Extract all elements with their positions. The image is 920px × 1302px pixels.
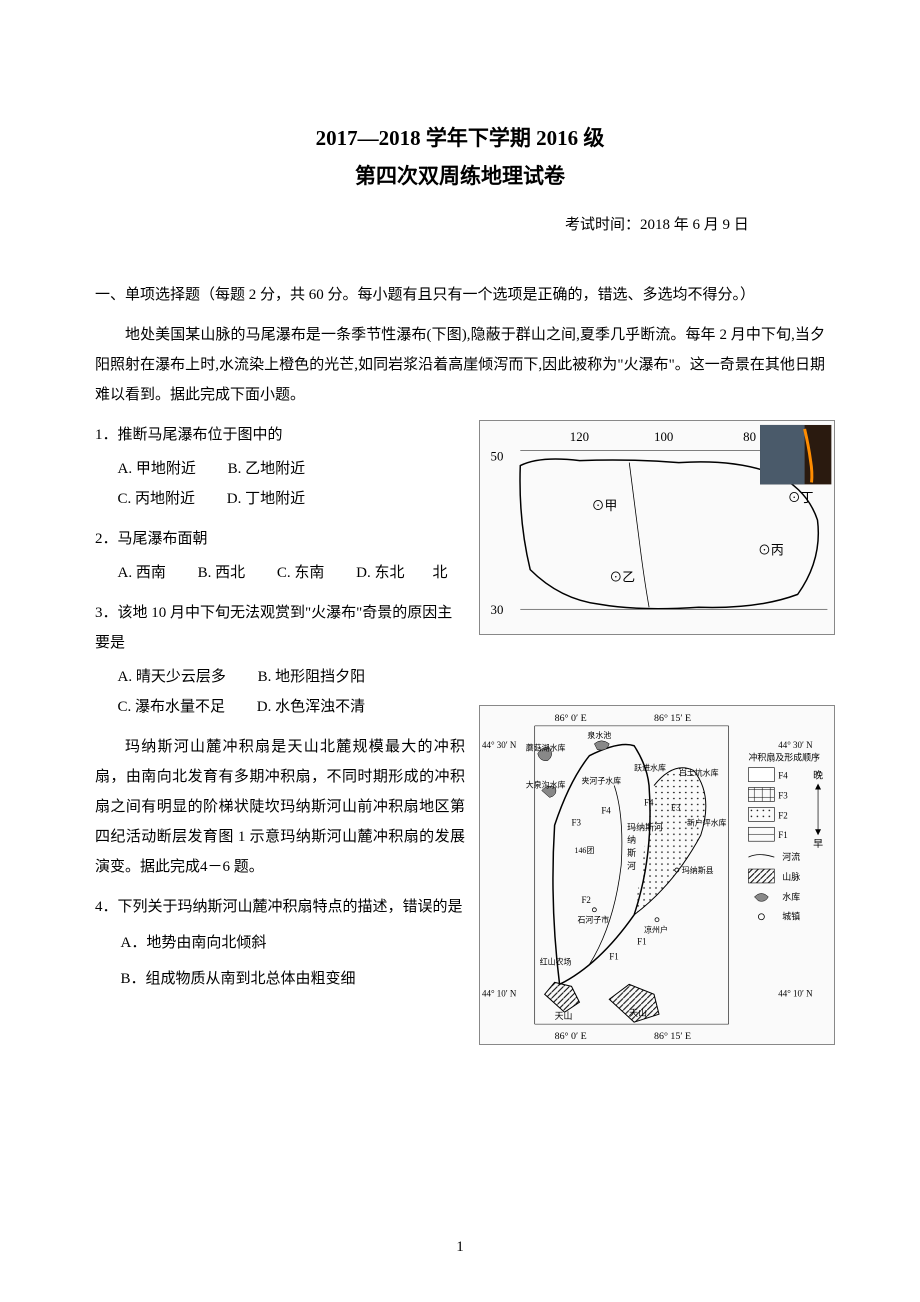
svg-text:跃进水库: 跃进水库 xyxy=(634,762,666,772)
svg-text:蘑菇湖水库: 蘑菇湖水库 xyxy=(526,742,566,752)
svg-text:白土坑水库: 白土坑水库 xyxy=(679,767,719,777)
svg-text:大泉沟水库: 大泉沟水库 xyxy=(526,779,566,789)
svg-text:F3: F3 xyxy=(671,802,681,812)
svg-text:天山: 天山 xyxy=(555,1011,573,1021)
question-3: 3．该地 10 月中下旬无法观赏到"火瀑布"奇景的原因主要是 xyxy=(95,598,465,658)
question-4: 4．下列关于玛纳斯河山麓冲积扇特点的描述，错误的是 xyxy=(95,892,465,922)
svg-text:石河子市: 石河子市 xyxy=(577,914,609,924)
svg-text:F3: F3 xyxy=(572,817,582,827)
svg-text:44° 10′ N: 44° 10′ N xyxy=(778,988,813,998)
q3-option-d: D. 水色浑浊不清 xyxy=(257,692,365,722)
q2-option-b: B. 西北 xyxy=(198,558,246,588)
svg-text:玛纳斯河: 玛纳斯河 xyxy=(627,821,663,832)
passage-2: 玛纳斯河山麓冲积扇是天山北麓规模最大的冲积扇，由南向北发育有多期冲积扇，不同时期… xyxy=(95,732,465,882)
q4-option-b: B．组成物质从南到北总体由粗变细 xyxy=(121,964,466,994)
svg-text:F1: F1 xyxy=(609,951,618,961)
svg-text:50: 50 xyxy=(491,449,504,463)
page-number: 1 xyxy=(456,1232,464,1262)
svg-text:F4: F4 xyxy=(778,770,788,780)
svg-text:F2: F2 xyxy=(778,810,787,820)
q1-option-b: B. 乙地附近 xyxy=(228,454,306,484)
svg-text:F1: F1 xyxy=(778,830,787,840)
svg-text:86° 0′ E: 86° 0′ E xyxy=(555,1031,587,1042)
svg-text:⊙甲: ⊙甲 xyxy=(592,499,618,513)
svg-text:天山: 天山 xyxy=(629,1008,647,1018)
svg-text:冲积扇及形成顺序: 冲积扇及形成顺序 xyxy=(748,751,820,762)
section-header: 一、单项选择题（每题 2 分，共 60 分。每小题有且只有一个选项是正确的，错选… xyxy=(95,280,825,310)
question-1: 1．推断马尾瀑布位于图中的 xyxy=(95,420,465,450)
question-1-options: A. 甲地附近 B. 乙地附近 C. 丙地附近 D. 丁地附近 xyxy=(95,454,465,514)
q3-option-b: B. 地形阻挡夕阳 xyxy=(258,662,366,692)
page-title-1: 2017—2018 学年下学期 2016 级 xyxy=(95,120,825,158)
svg-text:100: 100 xyxy=(654,429,673,443)
svg-text:夹河子水库: 夹河子水库 xyxy=(581,775,621,785)
svg-text:斯: 斯 xyxy=(627,847,636,858)
svg-text:山脉: 山脉 xyxy=(782,872,800,882)
svg-text:⊙乙: ⊙乙 xyxy=(609,570,635,584)
svg-text:河: 河 xyxy=(627,860,636,871)
svg-text:早: 早 xyxy=(813,838,823,850)
svg-text:80: 80 xyxy=(743,429,756,443)
svg-text:泉水池: 泉水池 xyxy=(587,729,611,739)
question-3-options: A. 晴天少云层多 B. 地形阻挡夕阳 C. 瀑布水量不足 D. 水色浑浊不清 xyxy=(95,662,465,722)
passage-1: 地处美国某山脉的马尾瀑布是一条季节性瀑布(下图),隐蔽于群山之间,夏季几乎断流。… xyxy=(95,320,825,410)
svg-text:城镇: 城镇 xyxy=(782,910,800,921)
svg-text:F4: F4 xyxy=(644,797,654,807)
svg-text:凉州户: 凉州户 xyxy=(644,924,668,934)
svg-text:44° 30′ N: 44° 30′ N xyxy=(482,739,517,749)
map-manasi: 86° 0′ E 86° 15′ E 86° 0′ E 86° 15′ E 44… xyxy=(479,705,835,1045)
svg-text:F2: F2 xyxy=(581,894,590,904)
svg-text:86° 15′ E: 86° 15′ E xyxy=(654,713,691,724)
q1-option-d: D. 丁地附近 xyxy=(227,484,305,514)
page-title-2: 第四次双周练地理试卷 xyxy=(95,158,825,196)
svg-text:水库: 水库 xyxy=(782,890,800,901)
svg-text:⊙丁: ⊙丁 xyxy=(788,491,814,505)
q2-option-c: C. 东南 xyxy=(277,558,325,588)
svg-text:玛纳斯县: 玛纳斯县 xyxy=(682,865,714,875)
q1-option-c: C. 丙地附近 xyxy=(118,484,196,514)
svg-text:F3: F3 xyxy=(778,790,788,800)
svg-text:晚: 晚 xyxy=(813,769,823,781)
svg-text:120: 120 xyxy=(570,429,589,443)
exam-date: 考试时间：2018 年 6 月 9 日 xyxy=(95,210,825,240)
q2-option-d: D. 东北 xyxy=(356,558,404,588)
svg-text:30: 30 xyxy=(491,603,504,617)
svg-text:纳: 纳 xyxy=(627,834,636,845)
svg-text:⊙丙: ⊙丙 xyxy=(758,543,784,557)
svg-text:F4: F4 xyxy=(601,805,611,815)
q3-option-a: A. 晴天少云层多 xyxy=(118,662,226,692)
svg-text:86° 0′ E: 86° 0′ E xyxy=(555,713,587,724)
q1-option-a: A. 甲地附近 xyxy=(118,454,196,484)
svg-text:146团: 146团 xyxy=(574,846,594,855)
svg-text:红山农场: 红山农场 xyxy=(540,956,572,966)
map-us: 120 100 80 50 30 ⊙甲 ⊙乙 ⊙丙 ⊙丁 xyxy=(479,420,835,635)
q3-option-c: C. 瀑布水量不足 xyxy=(118,692,226,722)
svg-text:F1: F1 xyxy=(637,936,646,946)
svg-text:86° 15′ E: 86° 15′ E xyxy=(654,1031,691,1042)
q2-option-a: A. 西南 xyxy=(118,558,166,588)
svg-text:44° 30′ N: 44° 30′ N xyxy=(778,739,813,749)
svg-text:新户坪水库: 新户坪水库 xyxy=(687,817,727,827)
svg-text:44° 10′ N: 44° 10′ N xyxy=(482,988,517,998)
question-2: 2．马尾瀑布面朝 xyxy=(95,524,465,554)
svg-text:河流: 河流 xyxy=(782,851,800,862)
q4-option-a: A．地势由南向北倾斜 xyxy=(121,928,466,958)
question-2-options: A. 西南 B. 西北 C. 东南 D. 东北北 xyxy=(95,558,465,588)
